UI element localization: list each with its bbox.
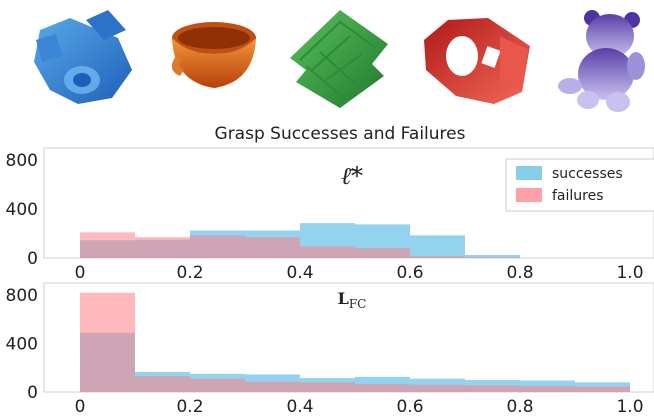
y-tick-label: 400	[6, 200, 38, 220]
legend-swatch-failures	[516, 188, 542, 202]
y-tick-label: 0	[27, 249, 38, 269]
x-tick-label: 1.0	[616, 397, 643, 417]
bar-failures	[190, 235, 245, 258]
bar-failures	[355, 384, 410, 392]
y-tick-label: 800	[6, 151, 38, 171]
plot-area: 0 400 800 0 0.2 0.4 0.6 0.8 1.0	[6, 147, 654, 283]
histogram-panel-lbar: 0 400 800 0 0.2 0.4 0.6 0.8 1.0 ℓ̄* successes fa…	[6, 147, 654, 283]
bar-failures	[465, 385, 520, 392]
histogram-panel-lfc: 0 400 800 0 0.2 0.4 0.6 0.8 1.0 LFC	[6, 282, 654, 417]
y-tick-label: 800	[6, 286, 38, 306]
x-tick-label: 0.2	[176, 397, 203, 417]
teddy-bear-object	[558, 10, 645, 112]
x-tick-label: 0.6	[396, 397, 423, 417]
bar-failures	[410, 256, 465, 258]
block-object	[290, 10, 388, 108]
panel-title-lbar: ℓ̄*	[341, 162, 363, 190]
figure-title: Grasp Successes and Failures	[215, 124, 466, 144]
x-tick-label: 0.8	[506, 397, 533, 417]
mug-object	[34, 10, 132, 104]
y-tick-label: 400	[6, 335, 38, 355]
bar-successes	[410, 235, 465, 258]
x-tick-label: 0.2	[176, 263, 203, 283]
x-tick-label: 0.4	[286, 263, 313, 283]
x-tick-label: 1.0	[616, 263, 643, 283]
legend-label-failures: failures	[552, 188, 604, 204]
x-tick-label: 0	[75, 397, 86, 417]
bar-failures	[410, 384, 465, 392]
bar-failures	[575, 386, 630, 392]
object-row	[34, 10, 645, 112]
bar-failures	[520, 385, 575, 392]
bar-failures	[300, 246, 355, 258]
bar-failures	[300, 382, 355, 392]
panel-title-lfc-sub: FC	[349, 297, 367, 311]
bar-failures	[355, 248, 410, 258]
bar-failures	[80, 292, 135, 392]
y-tick-label: 0	[27, 383, 38, 403]
bar-failures	[190, 378, 245, 392]
x-tick-label: 0.6	[396, 263, 423, 283]
x-tick-label: 0.4	[286, 397, 313, 417]
legend-label-successes: successes	[552, 166, 623, 182]
bar-failures	[135, 237, 190, 258]
bowl-object	[171, 22, 256, 88]
bar-failures	[245, 381, 300, 392]
ring-object	[424, 18, 530, 104]
bar-failures	[245, 237, 300, 258]
bar-failures	[80, 232, 135, 258]
bar-successes	[465, 254, 520, 258]
x-tick-label: 0	[75, 263, 86, 283]
bar-failures	[465, 257, 520, 258]
legend-swatch-successes	[516, 166, 542, 180]
plot-area: 0 400 800 0 0.2 0.4 0.6 0.8 1.0	[6, 282, 654, 417]
bar-failures	[135, 376, 190, 392]
panel-title-lfc: LFC	[338, 289, 367, 311]
panel-title-lfc-main: L	[338, 289, 349, 308]
x-tick-label: 0.8	[506, 263, 533, 283]
